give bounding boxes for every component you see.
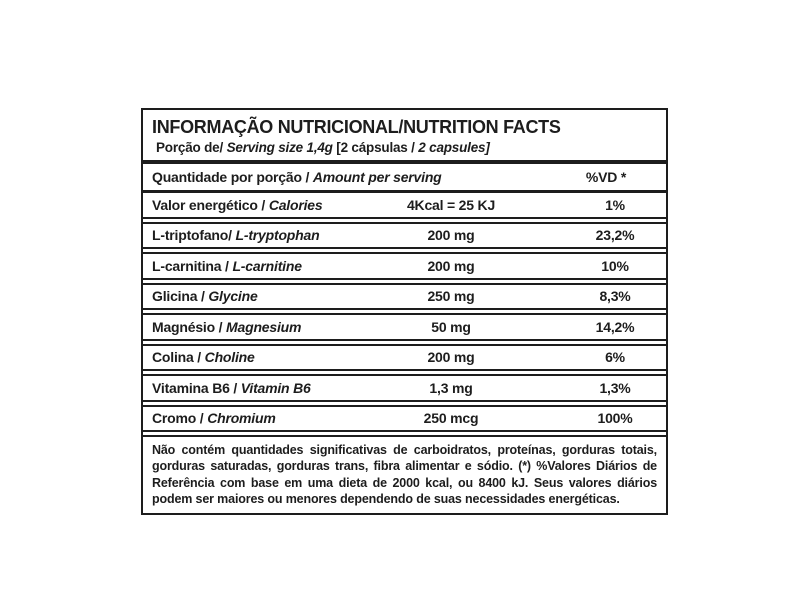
nutrient-amount: 250 mcg [423,410,479,427]
nutrient-dv: 100% [597,410,633,427]
serving-en-1: Serving size 1,4g [226,140,337,155]
nutrient-name-pt: Valor energético / [152,196,269,213]
nutrient-name-pt: L-carnitina / [152,257,233,274]
nutrient-row: L-triptofano/ L-tryptophan 200 mg 23,2% [143,224,666,248]
nutrient-name: L-carnitina / L-carnitine [143,258,371,274]
row-divider [143,399,666,407]
nutrient-name: Cromo / Chromium [143,410,371,426]
column-header-row: Quantidade por porção / Amount per servi… [143,164,666,190]
nutrient-name: Colina / Choline [143,349,371,365]
nutrient-name-en: Chromium [207,410,276,427]
divider-thick-top [143,160,666,164]
nutrient-amount: 200 mg [427,349,475,366]
nutrient-amount: 1,3 mg [429,379,473,396]
nutrient-row: Cromo / Chromium 250 mcg 100% [143,407,666,431]
nutrient-name: Valor energético / Calories [143,197,371,213]
nutrient-name-pt: Glicina / [152,288,209,305]
nutrient-amount: 250 mg [427,288,475,305]
daily-value-header: %VD * [585,169,627,185]
row-divider [143,277,666,285]
nutrient-row: Magnésio / Magnesium 50 mg 14,2% [143,315,666,339]
nutrient-amount: 200 mg [427,257,475,274]
nutrient-name-en: Magnesium [226,318,302,335]
row-divider [143,338,666,346]
divider-thick-header [143,190,666,193]
serving-en-2: 2 capsules] [418,140,490,155]
serving-pt-1: Porção de/ [156,140,227,155]
nutrient-amount: 200 mg [427,227,475,244]
nutrient-name-pt: Colina / [152,349,205,366]
nutrient-name: Magnésio / Magnesium [143,319,371,335]
row-divider [143,308,666,315]
nutrient-name-pt: L-triptofano/ [152,227,236,244]
serving-pt-2: [2 cápsulas / [336,140,419,155]
row-divider [143,247,666,254]
amount-per-serving-header: Quantidade por porção / Amount per servi… [143,169,546,185]
nutrition-facts-panel: INFORMAÇÃO NUTRICIONAL/NUTRITION FACTS P… [141,108,668,515]
header-en: Amount per serving [312,169,442,185]
nutrient-name-en: Choline [204,349,255,366]
panel-title: INFORMAÇÃO NUTRICIONAL/NUTRITION FACTS [152,117,561,137]
nutrient-name-en: Calories [268,196,323,213]
row-divider-bottom [143,430,666,437]
header-pt: Quantidade por porção / [152,169,313,185]
nutrient-dv: 8,3% [599,288,631,305]
nutrient-name-pt: Cromo / [152,410,208,427]
nutrient-dv: 1% [605,196,625,213]
nutrient-name: Glicina / Glycine [143,288,371,304]
nutrient-row: Vitamina B6 / Vitamin B6 1,3 mg 1,3% [143,376,666,400]
nutrient-dv: 6% [605,349,625,366]
row-divider [143,216,666,224]
nutrient-dv: 10% [601,257,629,274]
nutrient-dv: 14,2% [595,318,635,335]
nutrient-name-en: Vitamin B6 [240,379,311,396]
nutrient-amount: 4Kcal = 25 KJ [406,196,496,213]
nutrient-name-pt: Vitamina B6 / [152,379,241,396]
row-divider [143,369,666,376]
nutrient-name: L-triptofano/ L-tryptophan [143,227,371,243]
nutrient-row: Glicina / Glycine 250 mg 8,3% [143,285,666,309]
nutrient-name-en: L-tryptophan [235,227,320,244]
footnote: Não contém quantidades significativas de… [152,443,657,506]
nutrient-row: Colina / Choline 200 mg 6% [143,346,666,370]
nutrient-row: Valor energético / Calories 4Kcal = 25 K… [143,193,666,217]
nutrient-name-en: Glycine [208,288,258,305]
nutrient-row: L-carnitina / L-carnitine 200 mg 10% [143,254,666,278]
nutrient-name-pt: Magnésio / [152,318,227,335]
nutrient-amount: 50 mg [431,318,471,335]
serving-size-line: Porção de/ Serving size 1,4g [2 cápsulas… [156,140,656,155]
nutrient-name: Vitamina B6 / Vitamin B6 [143,380,371,396]
nutrient-dv: 23,2% [595,227,635,244]
nutrient-dv: 1,3% [599,379,631,396]
nutrient-name-en: L-carnitine [232,257,302,274]
